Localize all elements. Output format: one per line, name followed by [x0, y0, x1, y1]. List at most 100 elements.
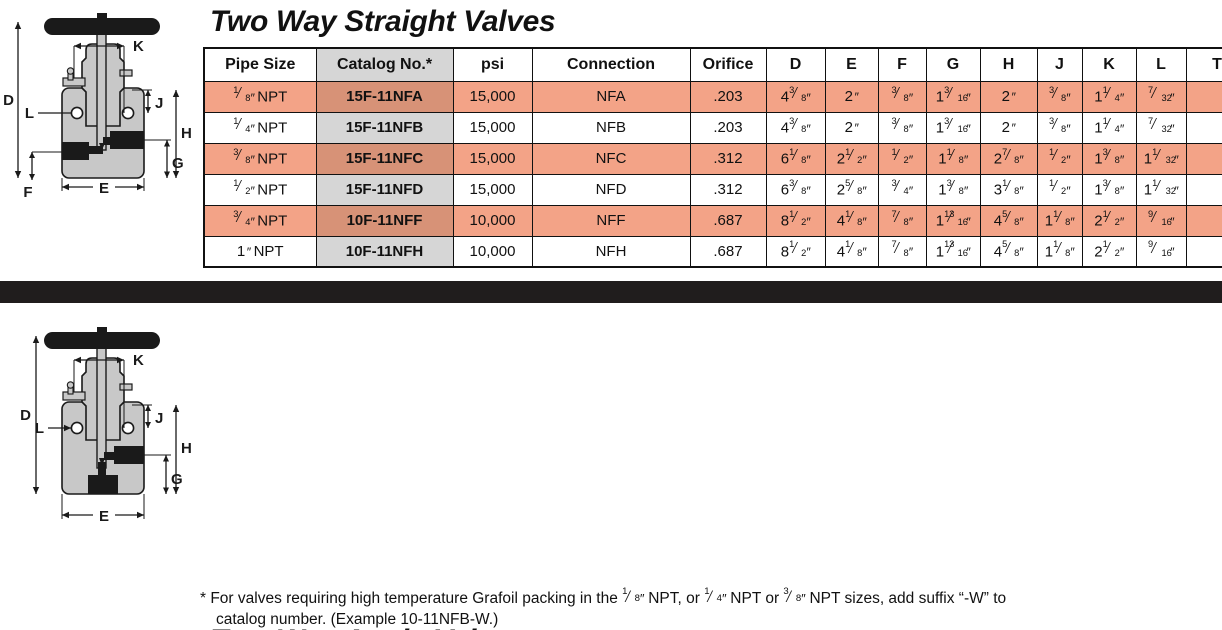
cell-connection: NFB	[531, 111, 691, 144]
svg-text:G: G	[171, 471, 183, 488]
cell-h: 4 5 ⁄ 8 ″	[979, 204, 1038, 237]
cell-g: 1 3 ⁄ 16 ″	[925, 111, 981, 144]
cell-d: 4 3 ⁄ 8 ″	[765, 80, 826, 113]
cell-d: 4 3 ⁄ 8 ″	[765, 111, 826, 144]
cell-thickness: 3⁄4″	[1185, 80, 1222, 113]
svg-text:K: K	[133, 38, 144, 55]
cell-l: 1 1 ⁄ 32 ″	[1135, 142, 1187, 175]
column-header-connection: Connection	[531, 47, 691, 82]
svg-text:G: G	[172, 155, 184, 172]
cell-h: 2 7 ⁄ 8 ″	[979, 142, 1038, 175]
cell-f: 7 ⁄ 8 ″	[877, 204, 927, 237]
cell-orifice: .203	[689, 111, 767, 144]
svg-text:F: F	[23, 184, 32, 201]
cell-j: 3 ⁄ 8 ″	[1036, 111, 1083, 144]
cell-e: 2 1 ⁄ 2 ″	[824, 142, 879, 175]
cell-f: 7 ⁄ 8 ″	[877, 235, 927, 268]
cell-thickness: 13⁄4″	[1185, 204, 1222, 237]
cell-thickness: 11⁄2″	[1185, 173, 1222, 206]
column-header-catalog-no: Catalog No.*	[315, 47, 454, 82]
cell-j: 1 1 ⁄ 8 ″	[1036, 235, 1083, 268]
cell-pipe: 3 ⁄ 4 ″ NPT	[203, 204, 317, 237]
svg-text:E: E	[99, 508, 109, 525]
cell-f: 1 ⁄ 2 ″	[877, 142, 927, 175]
cell-f: 3 ⁄ 8 ″	[877, 80, 927, 113]
cell-pipe: 3 ⁄ 8 ″ NPT	[203, 142, 317, 175]
cell-thickness: 1″	[1185, 142, 1222, 175]
cell-catalog: 15F-11NFC	[315, 142, 454, 175]
cell-f: 3 ⁄ 8 ″	[877, 111, 927, 144]
cell-l: 7 ⁄ 32 ″	[1135, 111, 1187, 144]
cell-j: 3 ⁄ 8 ″	[1036, 80, 1083, 113]
cell-g: 1 13 ⁄ 16 ″	[925, 235, 981, 268]
straight-valves-table: Pipe Size Catalog No.* psi Connection Orific…	[203, 47, 1222, 268]
cell-l: 9 ⁄ 16 ″	[1135, 235, 1187, 268]
svg-text:H: H	[181, 440, 192, 457]
cell-e: 4 1 ⁄ 8 ″	[824, 204, 879, 237]
cell-catalog: 15F-11NFA	[315, 80, 454, 113]
table-row: 1 ⁄ 8 ″ NPT 15F-11NFA 15,000 NFA .203 4 3 ⁄ 8 ″ 2″ 3 ⁄ 8…	[203, 80, 1222, 113]
cell-pipe: 1 ⁄ 2 ″ NPT	[203, 173, 317, 206]
cell-orifice: .312	[689, 173, 767, 206]
cell-g: 1 3 ⁄ 8 ″	[925, 173, 981, 206]
svg-text:E: E	[99, 180, 109, 197]
cell-e: 4 1 ⁄ 8 ″	[824, 235, 879, 268]
cell-pipe: 1 ⁄ 8 ″ NPT	[203, 80, 317, 113]
footnote: * For valves requiring high temperature …	[200, 586, 1210, 630]
column-header-orifice: Orifice	[689, 47, 767, 82]
cell-j: 1 ⁄ 2 ″	[1036, 173, 1083, 206]
cell-e: 2″	[824, 80, 879, 113]
cell-k: 2 1 ⁄ 2 ″	[1081, 204, 1137, 237]
straight-valves-table-wrap: Pipe Size Catalog No.* psi Connection Orific…	[203, 47, 1222, 268]
cell-j: 1 1 ⁄ 8 ″	[1036, 204, 1083, 237]
column-header-h: H	[979, 47, 1038, 82]
cell-connection: NFC	[531, 142, 691, 175]
cell-catalog: 10F-11NFH	[315, 235, 454, 268]
cell-k: 1 3 ⁄ 8 ″	[1081, 142, 1137, 175]
cell-catalog: 15F-11NFB	[315, 111, 454, 144]
svg-text:L: L	[25, 105, 34, 122]
straight-valve-diagram: D K L J H	[0, 0, 200, 275]
table-body: 1 ⁄ 8 ″ NPT 15F-11NFA 15,000 NFA .203 4 3 ⁄ 8 ″ 2″ 3 ⁄ 8…	[203, 80, 1222, 268]
cell-g: 1 1 ⁄ 8 ″	[925, 142, 981, 175]
cell-psi: 15,000	[452, 80, 533, 113]
column-header-f: F	[877, 47, 927, 82]
cell-psi: 15,000	[452, 111, 533, 144]
cell-h: 3 1 ⁄ 8 ″	[979, 173, 1038, 206]
column-header-d: D	[765, 47, 826, 82]
svg-text:L: L	[35, 420, 44, 437]
cell-pipe: 1 ⁄ 4 ″ NPT	[203, 111, 317, 144]
section-two-way-straight-valves: D K L J H	[0, 0, 1222, 275]
svg-text:J: J	[155, 410, 163, 427]
cell-e: 2 5 ⁄ 8 ″	[824, 173, 879, 206]
cell-thickness: 13⁄4″	[1185, 235, 1222, 268]
cell-l: 1 1 ⁄ 32 ″	[1135, 173, 1187, 206]
table-row: 3 ⁄ 4 ″ NPT 10F-11NFF 10,000 NFF .687 8 1 ⁄ 2 ″ 4 1 ⁄ 8 ″…	[203, 204, 1222, 237]
cell-l: 9 ⁄ 16 ″	[1135, 204, 1187, 237]
cell-psi: 10,000	[452, 204, 533, 237]
cell-orifice: .312	[689, 142, 767, 175]
column-header-thickness: Thickness	[1185, 47, 1222, 82]
column-header-j: J	[1036, 47, 1083, 82]
header-row: Pipe Size Catalog No.* psi Connection Orific…	[203, 47, 1222, 82]
svg-text:D: D	[20, 407, 31, 424]
column-header-psi: psi	[452, 47, 533, 82]
section-two-way-angle-valves: D K L J	[0, 310, 1222, 630]
table-row: 3 ⁄ 8 ″ NPT 15F-11NFC 15,000 NFC .312 6 1 ⁄ 8 ″ 2 1 ⁄ 2 ″…	[203, 142, 1222, 175]
table-row: 1 ⁄ 2 ″ NPT 15F-11NFD 15,000 NFD .312 6 3 ⁄ 8 ″ 2 5 ⁄ 8 ″…	[203, 173, 1222, 206]
cell-h: 2″	[979, 111, 1038, 144]
svg-text:H: H	[181, 125, 192, 142]
table-row: 1 ⁄ 4 ″ NPT 15F-11NFB 15,000 NFB .203 4 3 ⁄ 8 ″ 2″ 3 ⁄ 8…	[203, 111, 1222, 144]
cell-g: 1 13 ⁄ 16 ″	[925, 204, 981, 237]
cell-h: 2″	[979, 80, 1038, 113]
cell-k: 1 3 ⁄ 8 ″	[1081, 173, 1137, 206]
section-divider-bar	[0, 281, 1222, 303]
cell-e: 2″	[824, 111, 879, 144]
cell-catalog: 10F-11NFF	[315, 204, 454, 237]
svg-text:J: J	[155, 95, 163, 112]
table-row: 1″ NPT 10F-11NFH 10,000 NFH .687 8 1 ⁄ 2 ″ 4 1 ⁄ 8 ″ 7 ⁄…	[203, 235, 1222, 268]
cell-h: 4 5 ⁄ 8 ″	[979, 235, 1038, 268]
cell-connection: NFA	[531, 80, 691, 113]
angle-valve-diagram: D K L J	[0, 310, 200, 582]
